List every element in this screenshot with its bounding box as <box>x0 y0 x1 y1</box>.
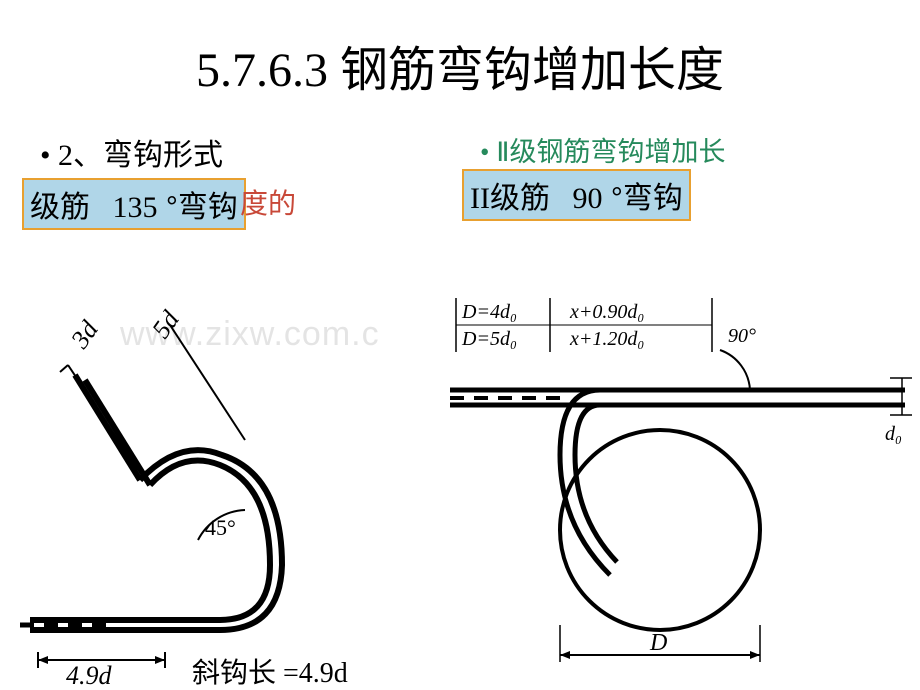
content-columns: 2、弯钩形式 级筋 135 °弯钩 度的 Ⅱ级钢筋弯钩增加长 II级筋 90 °… <box>0 100 920 228</box>
right-label-row: II级筋 90 °弯钩 <box>460 169 900 221</box>
left-45-label: 45° <box>205 515 236 540</box>
right-label-post: 弯钩 <box>623 182 683 215</box>
right-label-deg: 90 <box>572 182 602 215</box>
left-5d-label: 5d <box>146 305 185 344</box>
left-3d-label: 3d <box>65 315 105 355</box>
right-column: Ⅱ级钢筋弯钩增加长 II级筋 90 °弯钩 <box>460 130 900 228</box>
left-label-deg: 135 <box>113 191 158 224</box>
right-diagram: D=4d₀ x+0.90d₀ D=5d₀ x+1.20d₀ 90° d₀ D <box>450 290 920 690</box>
left-49d-label: 4.9d <box>66 661 113 690</box>
degree-sym-left: ° <box>158 191 178 224</box>
left-label-row: 级筋 135 °弯钩 度的 <box>20 178 460 228</box>
r-top1b: x+0.90d₀ <box>569 301 644 323</box>
left-overlap-text: 度的 <box>240 182 296 222</box>
left-bottom-text: 斜钩长 =4.9d <box>192 657 348 689</box>
left-label-box: 级筋 135 °弯钩 <box>22 178 246 230</box>
r-D-label: D <box>649 630 667 656</box>
r-90-label: 90° <box>728 325 756 347</box>
left-bullet: 2、弯钩形式 <box>40 130 460 174</box>
left-label-pre: 级筋 <box>30 191 90 224</box>
r-top2a: D=5d₀ <box>461 328 517 350</box>
diagrams: 3d 5d 45° 4.9d 斜钩长 =4.9d D=4d₀ x+0.90d₀ … <box>10 290 910 690</box>
left-label-post: 弯钩 <box>178 191 238 224</box>
right-label-box: II级筋 90 °弯钩 <box>462 169 691 221</box>
left-column: 2、弯钩形式 级筋 135 °弯钩 度的 <box>20 130 460 228</box>
page-title: 5.7.6.3 钢筋弯钩增加长度 <box>0 0 920 100</box>
r-top2b: x+1.20d₀ <box>569 328 644 350</box>
right-bullet-green: Ⅱ级钢筋弯钩增加长 <box>480 130 900 169</box>
right-label-pre: II级筋 <box>470 182 550 215</box>
degree-sym-right: ° <box>602 182 622 215</box>
r-d0-label: d₀ <box>885 423 902 445</box>
r-top1a: D=4d₀ <box>461 301 517 323</box>
left-diagram: 3d 5d 45° 4.9d 斜钩长 =4.9d <box>20 290 440 690</box>
